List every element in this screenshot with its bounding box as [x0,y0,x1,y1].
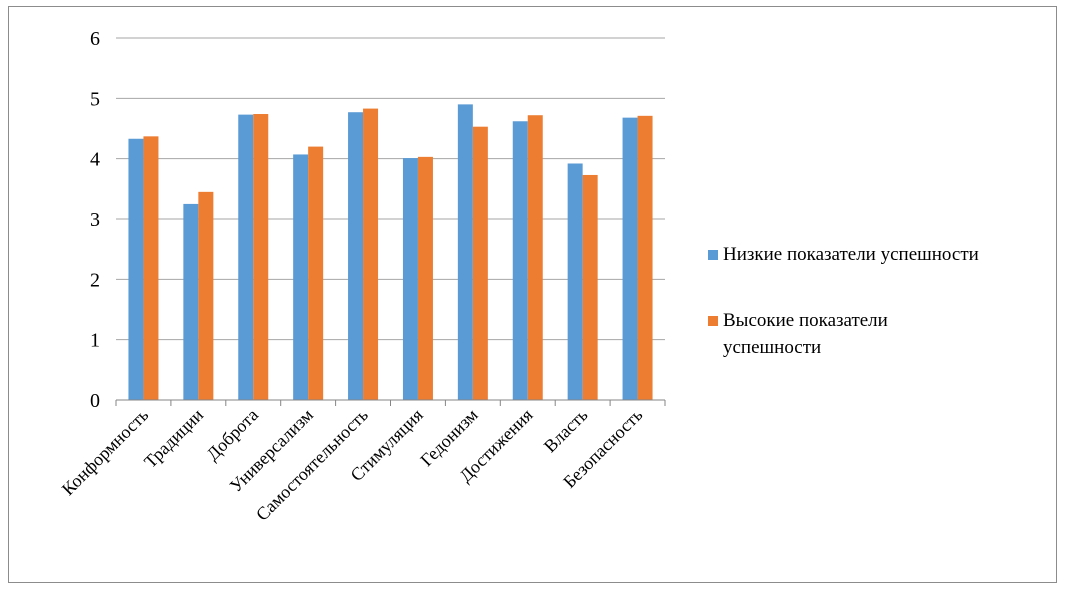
bars [128,104,653,401]
legend-swatch [708,316,718,326]
legend-label: Высокие показатели [723,310,888,331]
legend-label: Низкие показатели успешности [723,244,979,265]
y-tick-label: 3 [90,209,100,231]
bar-high [527,115,543,400]
bar-low [128,138,144,401]
bar-low [457,104,473,400]
bar-low [402,158,418,400]
y-tick-labels: 0 1 2 3 4 5 6 [90,28,100,412]
bar-high [472,126,488,400]
bar-low [293,154,309,400]
y-tick-label: 2 [90,269,100,291]
x-tick-label: Конформность [58,405,153,500]
y-tick-label: 5 [90,88,100,110]
bar-high [417,156,433,400]
y-tick-label: 1 [90,330,100,352]
y-tick-label: 4 [90,149,100,171]
legend: Низкие показатели успешности Высокие пока… [708,244,979,358]
y-tick-label: 6 [90,28,100,50]
bar-high [363,108,379,400]
bar-low [183,203,199,400]
bar-low [238,114,254,400]
x-axis [115,399,666,406]
y-tick-label: 0 [90,390,100,412]
bar-low [512,121,528,400]
bar-high [637,115,653,400]
legend-swatch [708,250,718,260]
bar-high [143,136,159,401]
bar-high [198,191,214,400]
x-tick-label: Власть [540,405,592,457]
bar-high [582,174,598,400]
legend-label: успешности [723,337,821,358]
bar-low [567,163,583,400]
bar-low [622,117,638,400]
bar-low [348,112,364,401]
bar-high [253,114,269,401]
bar-high [308,146,324,400]
x-tick-label: Традиции [140,404,207,471]
x-tick-labels: КонформностьТрадицииДобротаУниверсализмС… [58,404,647,524]
